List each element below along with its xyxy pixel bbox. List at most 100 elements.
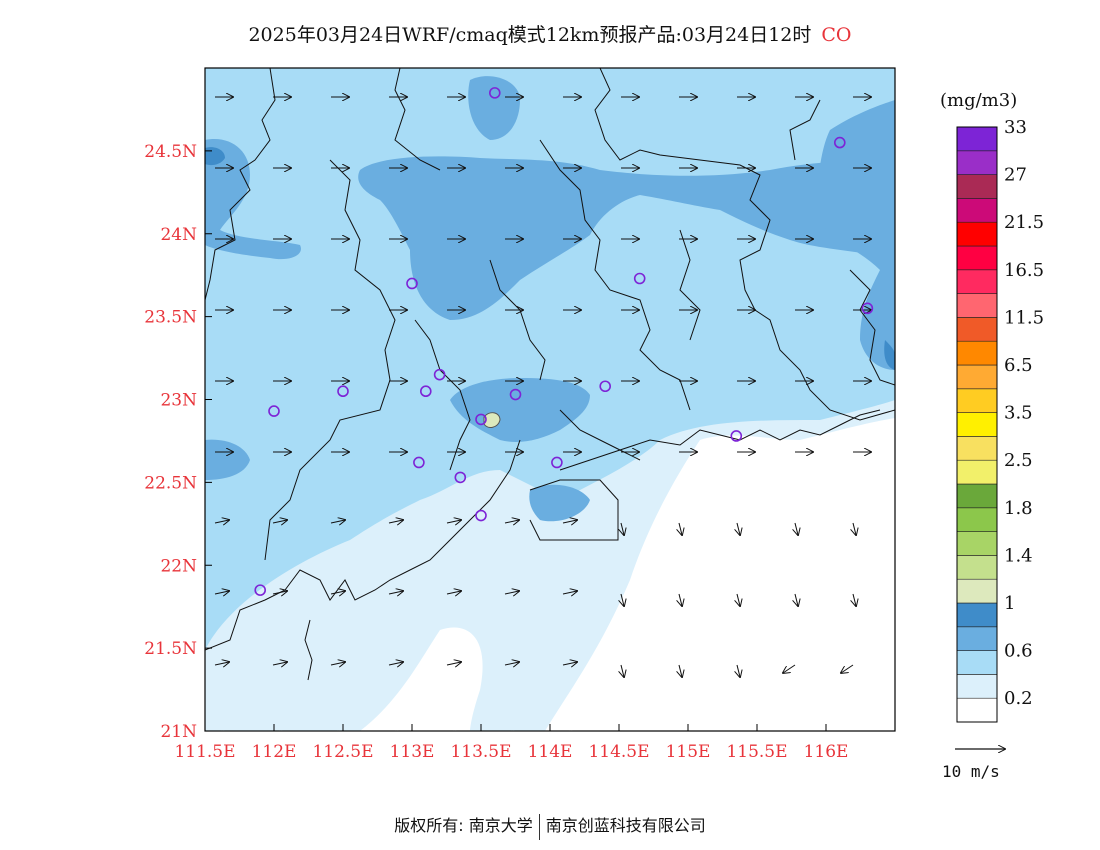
wind-arrow: [273, 733, 287, 736]
wind-arrow: [679, 522, 682, 535]
wind-arrow: [621, 664, 624, 677]
colorbar-swatch: [956, 674, 998, 699]
station-marker: [551, 456, 563, 469]
y-tick-label: 21.5N: [144, 639, 197, 659]
colorbar-swatch: [956, 317, 998, 342]
wind-arrow: [679, 593, 682, 606]
station-marker: [413, 456, 425, 469]
x-axis: 111.5E 112E 112.5E 113E 113.5E 114E 114.5E 115E…: [174, 724, 848, 762]
colorbar-swatch: [956, 531, 998, 556]
colorbar-swatch: [956, 150, 998, 175]
y-tick-label: 21N: [160, 722, 197, 742]
station-marker: [419, 385, 432, 398]
wind-arrow: [446, 591, 461, 594]
wind-arrow: [272, 591, 287, 594]
colorbar-swatch: [956, 126, 998, 152]
wind-arrow: [447, 733, 461, 736]
station-marker: [509, 388, 522, 401]
wind-arrow: [505, 733, 519, 736]
station-marker: [406, 277, 418, 290]
colorbar-swatch: [956, 293, 998, 318]
station-marker: [488, 87, 501, 99]
colorbar-frame: [956, 126, 998, 723]
colorbar-label: 11.5: [1004, 307, 1044, 328]
copyright-footer: 版权所有: 南京大学 南京创蓝科技有限公司: [0, 812, 1100, 840]
colorbar-label: 1: [1004, 593, 1015, 614]
colorbar-swatch: [956, 436, 998, 461]
wind-arrow: [330, 662, 345, 665]
y-tick-label: 22N: [160, 556, 197, 576]
wind-arrow: [562, 520, 577, 523]
wind-arrow: [272, 662, 287, 665]
wind-arrow: [388, 520, 403, 523]
colorbar-swatch: [956, 221, 998, 247]
colorbar-swatch: [956, 578, 998, 604]
wind-arrow: [621, 522, 624, 535]
x-tick-label: 113.5E: [450, 742, 511, 762]
station-markers: [254, 87, 874, 596]
wind-arrow: [504, 662, 519, 665]
colorbar-label: 0.2: [1004, 688, 1033, 709]
y-tick-label: 24.5N: [144, 142, 197, 162]
colorbar-label: 0.6: [1004, 641, 1033, 662]
wind-arrow: [679, 664, 682, 677]
x-tick-label: 114E: [528, 742, 573, 762]
wind-arrow: [330, 520, 345, 523]
colorbar-label: 16.5: [1004, 260, 1044, 281]
wind-arrow: [621, 593, 624, 606]
boundary-lines: [205, 68, 895, 681]
colorbar-swatch: [956, 174, 998, 199]
colorbar-unit: (mg/m3): [940, 90, 1018, 111]
wind-arrow: [388, 662, 403, 665]
wind-arrow: [737, 522, 740, 535]
colorbar-swatch: [956, 198, 998, 223]
footer-separator: [538, 813, 540, 840]
colorbar-swatch: [956, 269, 998, 294]
y-tick-label: 24N: [160, 225, 197, 245]
colorbar-swatch: [956, 364, 998, 390]
colorbar-swatch: [956, 388, 998, 413]
x-tick-label: 115E: [666, 742, 711, 762]
y-tick-label: 23.5N: [144, 308, 197, 328]
colorbar-swatch: [956, 507, 998, 532]
colorbar-label: 21.5: [1004, 212, 1044, 233]
wind-arrow: [562, 662, 577, 665]
wind-arrow: [214, 520, 229, 523]
colorbar-swatch: [956, 626, 998, 651]
station-marker: [833, 136, 846, 149]
vector-reference-label: 10 m/s: [942, 762, 1000, 781]
y-tick-label: 23N: [160, 391, 197, 411]
station-marker: [254, 584, 267, 596]
wind-arrow: [562, 591, 577, 594]
colorbar-label: 33: [1004, 117, 1027, 138]
x-tick-label: 114.5E: [588, 742, 649, 762]
wind-arrow: [446, 662, 461, 665]
wind-arrow: [737, 664, 740, 677]
colorbar-label: 27: [1004, 165, 1027, 186]
colorbar-label: 1.8: [1004, 498, 1033, 519]
x-tick-label: 115.5E: [726, 742, 787, 762]
colorbar-swatch: [956, 650, 998, 675]
wind-arrow: [214, 662, 229, 665]
wind-arrow: [331, 733, 345, 736]
station-marker: [475, 509, 487, 522]
colorbar-swatch: [956, 697, 998, 723]
wind-arrow: [795, 522, 798, 535]
wind-arrow: [504, 591, 519, 594]
wind-arrow: [388, 591, 403, 594]
wind-arrow: [853, 593, 856, 606]
wind-vectors: [214, 97, 871, 748]
footer-left: 版权所有: 南京大学: [394, 816, 533, 835]
colorbar-label: 6.5: [1004, 355, 1033, 376]
colorbar-swatch: [956, 483, 998, 509]
x-tick-label: 113E: [390, 742, 435, 762]
wind-arrow: [737, 593, 740, 606]
y-tick-label: 22.5N: [144, 473, 197, 493]
concentration-field: [205, 68, 895, 731]
colorbar-swatch: [956, 340, 998, 366]
station-marker: [268, 405, 280, 417]
x-tick-label: 112.5E: [312, 742, 373, 762]
colorbar-swatch: [956, 412, 998, 437]
wind-arrow: [446, 520, 461, 523]
